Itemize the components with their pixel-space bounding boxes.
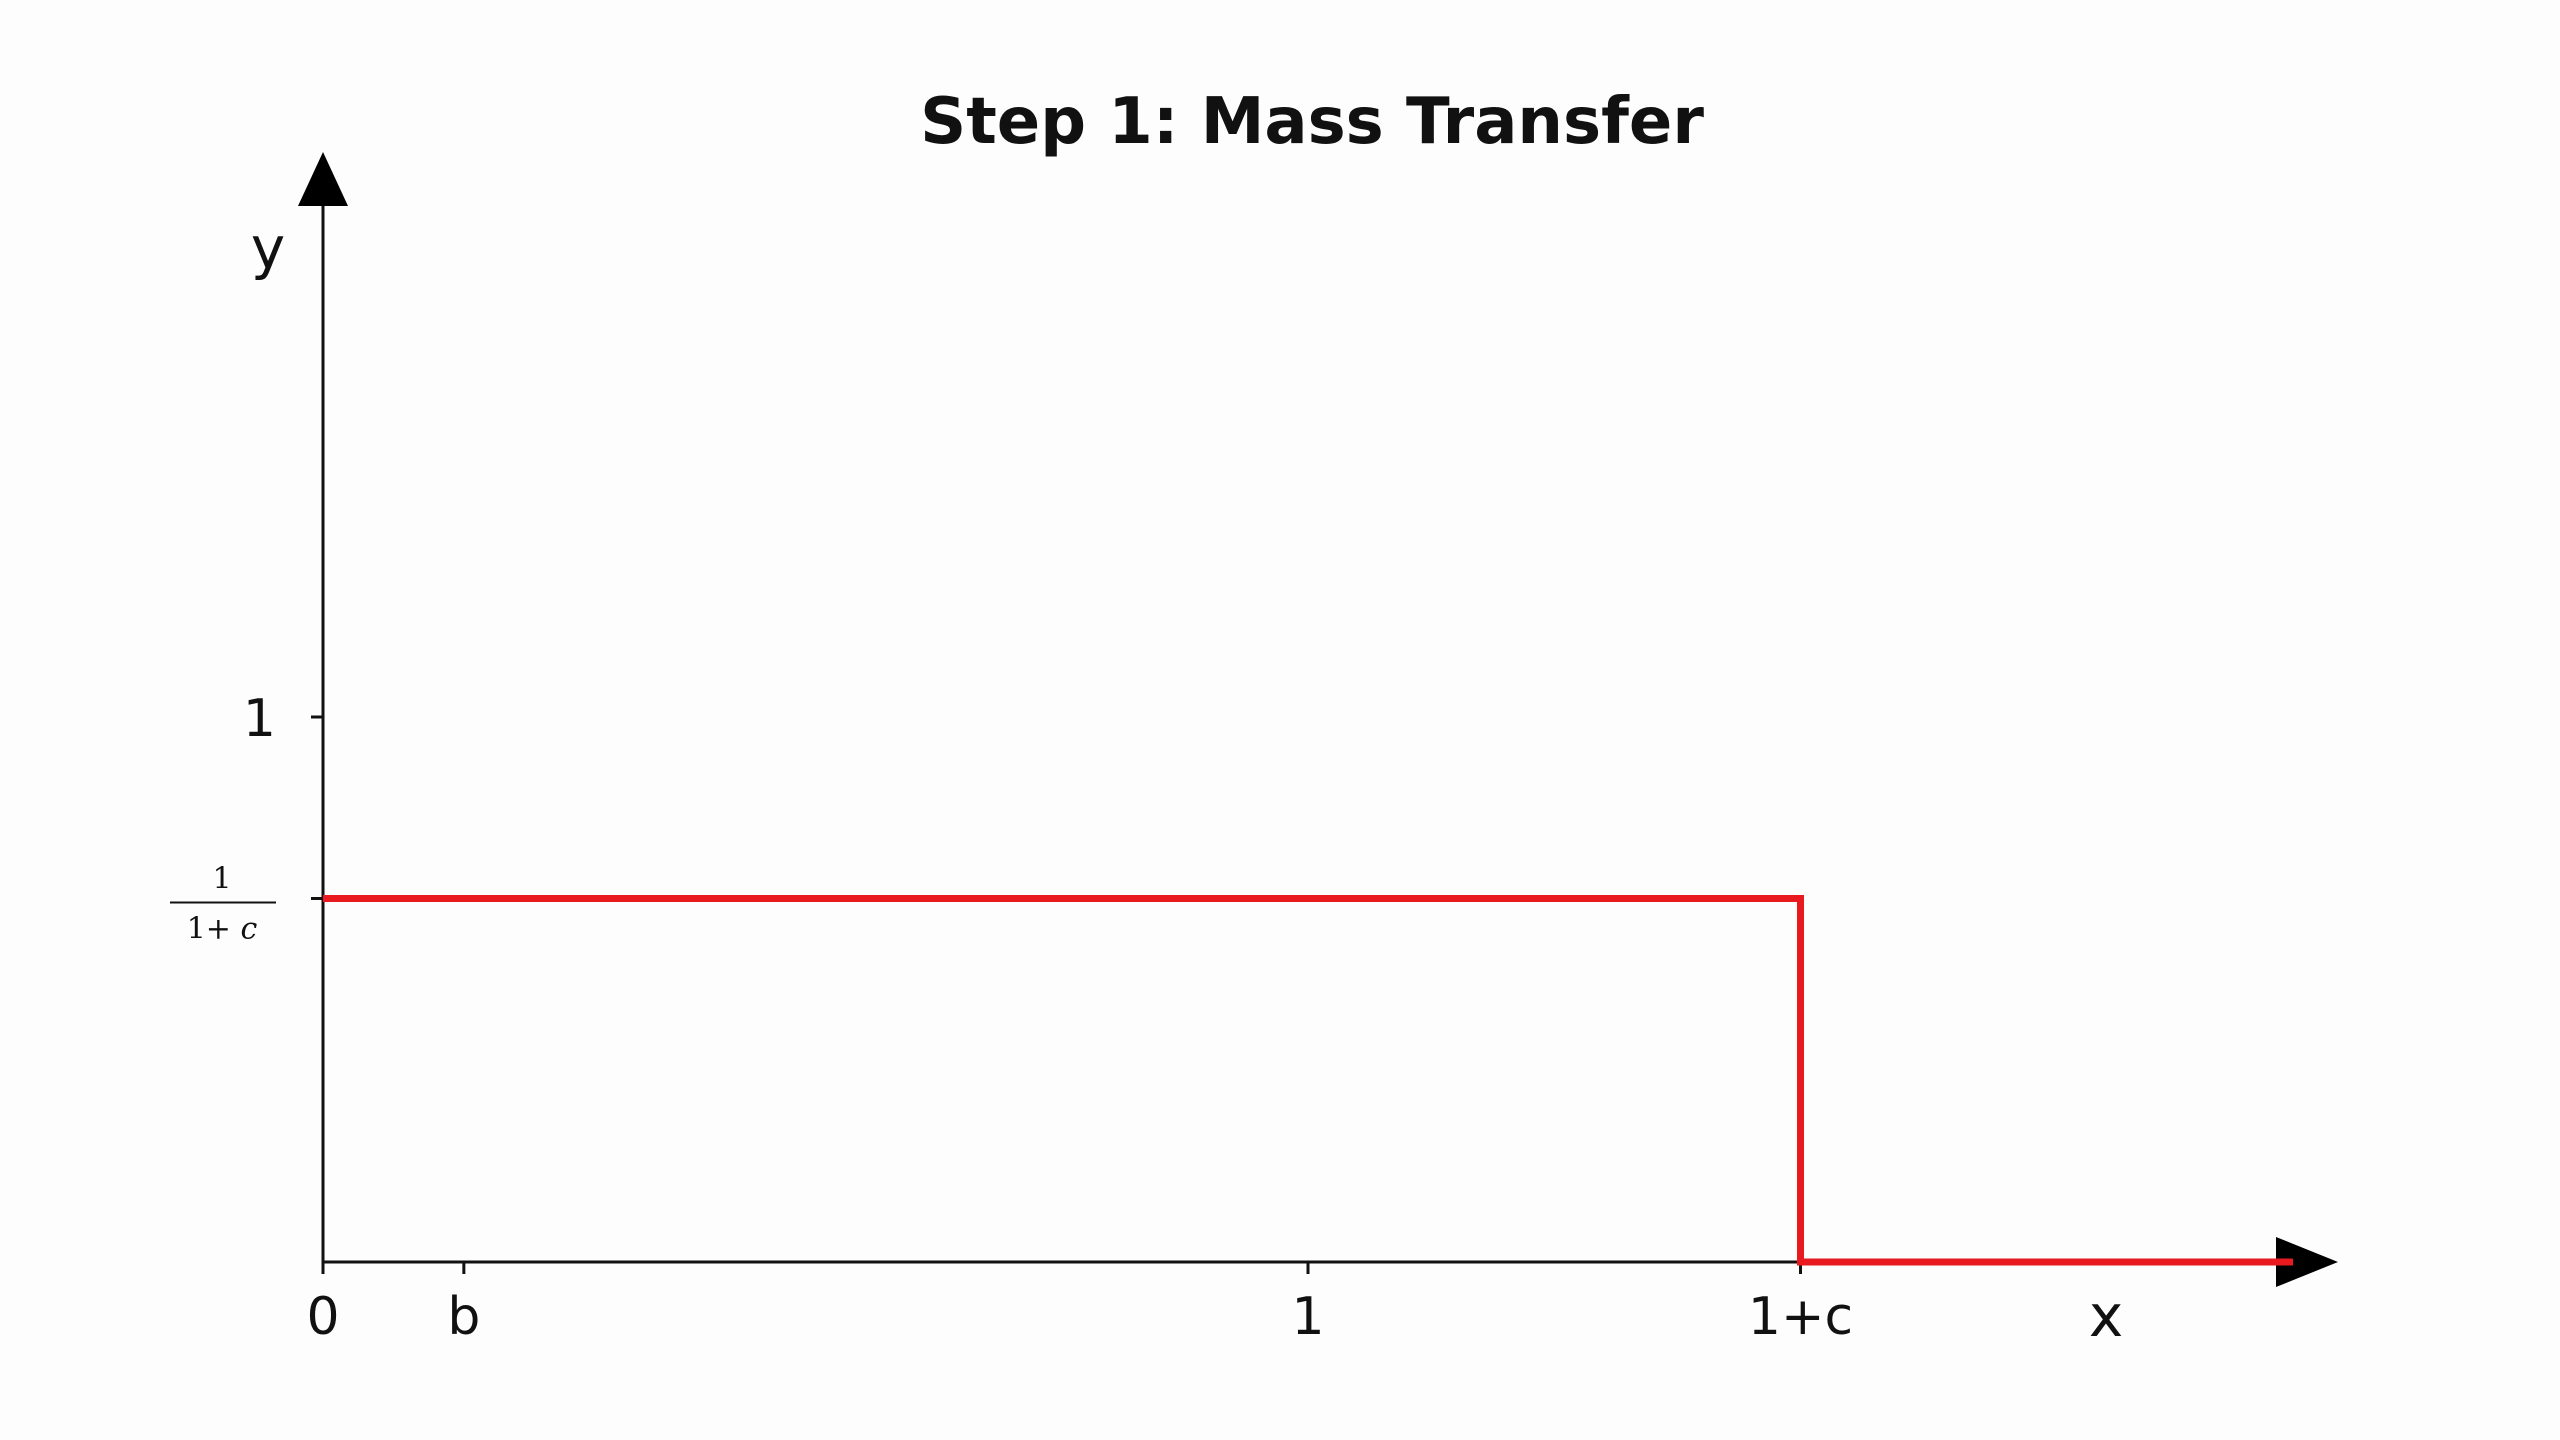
series-layer xyxy=(323,894,2293,1266)
x-ticks: 0 b 1 1+c xyxy=(306,1262,1853,1347)
x-tick-label: 1+c xyxy=(1748,1287,1853,1347)
axes xyxy=(298,152,2338,1287)
fraction-numerator: 1 xyxy=(212,861,231,896)
y-axis-label: y xyxy=(251,214,285,282)
fraction-denominator-b: c xyxy=(240,911,257,946)
x-tick-label: 0 xyxy=(306,1287,339,1347)
y-tick-fraction: 1 1+ c xyxy=(170,861,276,946)
y-axis-arrow xyxy=(298,152,348,206)
x-axis-arrow xyxy=(2276,1237,2338,1287)
y-tick-label: 1 xyxy=(243,689,276,749)
x-tick-label: b xyxy=(447,1287,480,1347)
x-axis-label: x xyxy=(2089,1282,2123,1350)
fraction-denominator: 1+ c xyxy=(187,911,258,946)
x-tick-label: 1 xyxy=(1291,1287,1324,1347)
chart-title: Step 1: Mass Transfer xyxy=(920,85,1704,159)
y-ticks: 1 1 1+ c xyxy=(170,689,323,946)
series-line xyxy=(323,894,2293,1266)
fraction-denominator-a: 1+ xyxy=(187,911,241,946)
